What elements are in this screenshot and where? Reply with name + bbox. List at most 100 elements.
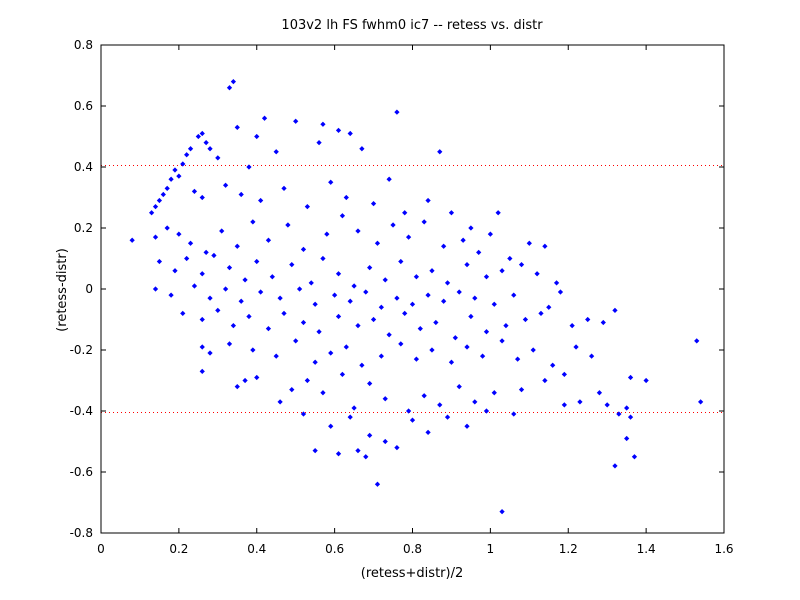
data-point <box>464 261 470 268</box>
data-point <box>168 292 174 298</box>
data-point <box>456 383 462 390</box>
data-point <box>394 444 400 451</box>
data-point <box>261 115 268 121</box>
ticks: 0 0.2 0.4 0.6 0.8 1 1.2 1.4 1.6 -0.8 -0.6 -0.4 -0.2 0… <box>70 38 734 556</box>
data-point <box>624 405 630 411</box>
data-point <box>191 283 198 289</box>
data-point <box>320 255 326 262</box>
data-point <box>378 353 384 359</box>
data-point <box>616 411 622 417</box>
data-point <box>207 146 213 152</box>
y-tick-label: 0 <box>85 282 93 296</box>
data-point <box>437 402 443 408</box>
data-point <box>499 268 505 274</box>
data-point <box>511 411 517 417</box>
data-point <box>203 139 209 146</box>
y-tick-label: -0.8 <box>70 526 93 540</box>
x-axis-label: (retess+distr)/2 <box>361 566 463 581</box>
data-point <box>265 326 272 332</box>
data-point <box>600 319 606 326</box>
y-tick-label: 0.4 <box>74 160 93 174</box>
data-point <box>234 124 240 130</box>
data-point <box>425 292 431 298</box>
data-point <box>386 176 392 182</box>
data-point <box>441 298 447 304</box>
data-point <box>573 344 579 350</box>
data-point <box>226 341 233 347</box>
x-tick-label: 0.8 <box>403 542 422 556</box>
chart-title: 103v2 lh FS fwhm0 ic7 -- retess vs. dist… <box>281 18 543 33</box>
data-point <box>464 344 470 350</box>
data-point <box>355 322 361 329</box>
data-point <box>312 301 318 307</box>
data-point <box>285 222 291 228</box>
data-point <box>258 197 264 204</box>
data-point <box>468 313 474 320</box>
data-point <box>351 283 357 289</box>
data-point <box>199 130 205 137</box>
data-point <box>222 286 229 292</box>
data-point <box>328 423 334 429</box>
x-tick-label: 0.6 <box>325 542 344 556</box>
data-point <box>355 448 361 454</box>
data-point <box>219 228 225 234</box>
data-point <box>191 188 198 195</box>
data-point <box>569 322 575 329</box>
data-point <box>230 78 237 85</box>
data-point <box>222 182 229 188</box>
y-tick-label: -0.4 <box>70 404 93 418</box>
data-point <box>238 191 244 198</box>
data-point <box>483 329 490 335</box>
data-point <box>367 432 373 439</box>
data-point <box>402 210 408 216</box>
y-tick-label: 0.6 <box>74 99 93 113</box>
data-points <box>129 78 704 515</box>
data-point <box>359 146 365 152</box>
y-tick-label: -0.2 <box>70 343 93 357</box>
data-point <box>476 249 482 256</box>
data-point <box>464 423 470 429</box>
data-point <box>332 292 338 298</box>
data-point <box>538 310 544 317</box>
data-point <box>343 344 349 350</box>
data-point <box>382 396 388 402</box>
y-tick-label: 0.2 <box>74 221 93 235</box>
data-point <box>409 301 416 307</box>
data-point <box>452 335 458 341</box>
data-point <box>281 185 287 191</box>
data-point <box>643 377 649 384</box>
data-point <box>207 295 213 301</box>
x-tick-label: 0.2 <box>169 542 188 556</box>
data-point <box>316 139 322 146</box>
data-point <box>300 319 307 326</box>
data-point <box>254 133 260 140</box>
data-point <box>557 289 564 295</box>
data-point <box>534 271 540 277</box>
y-tick-label: 0.8 <box>74 38 93 52</box>
data-point <box>413 274 420 280</box>
data-point <box>596 390 603 396</box>
data-point <box>254 374 260 381</box>
data-point <box>378 304 384 310</box>
data-point <box>156 258 163 265</box>
data-point <box>164 225 170 231</box>
y-tick-label: -0.6 <box>70 465 93 479</box>
data-point <box>199 271 205 277</box>
data-point <box>398 341 404 347</box>
y-axis-label: (retess-distr) <box>55 248 70 332</box>
data-point <box>269 274 275 280</box>
data-point <box>382 438 388 445</box>
data-point <box>156 197 163 204</box>
data-point <box>199 368 205 374</box>
data-point <box>176 173 182 179</box>
data-point <box>289 387 295 393</box>
data-point <box>254 258 260 265</box>
data-point <box>129 237 135 243</box>
data-point <box>234 243 240 249</box>
data-point <box>694 338 700 344</box>
data-point <box>363 289 369 295</box>
data-point <box>374 240 381 246</box>
data-point <box>425 429 431 435</box>
data-point <box>273 149 279 155</box>
data-point <box>421 393 427 399</box>
